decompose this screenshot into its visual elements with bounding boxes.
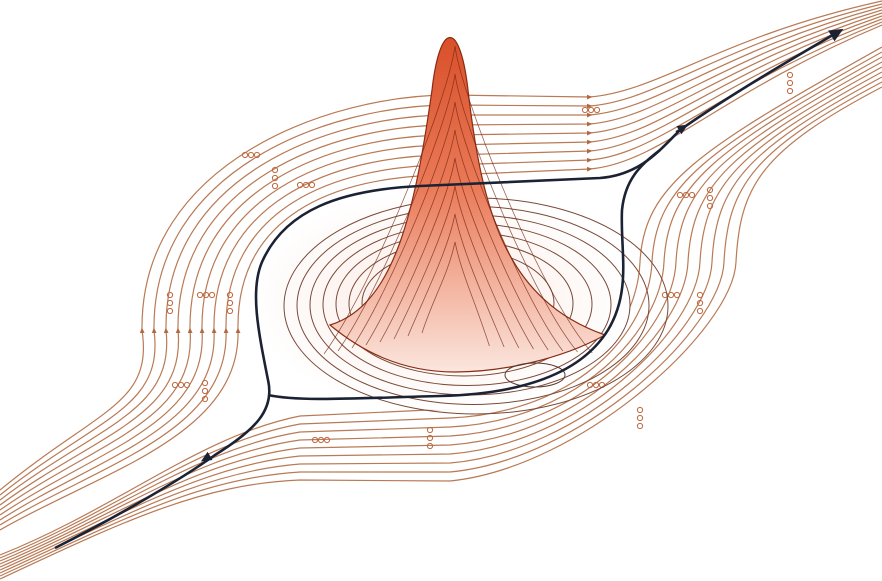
flow-arrow [172, 382, 177, 387]
flow-arrow [594, 107, 599, 112]
flow-arrow [202, 380, 207, 385]
flow-arrow [677, 192, 682, 197]
flow-arrow [178, 382, 183, 387]
flow-arrow [167, 308, 172, 313]
flow-arrow [167, 300, 172, 305]
flow-arrow [227, 308, 232, 313]
flow-illustration [0, 0, 882, 581]
flow-arrow [309, 182, 314, 187]
flow-arrow [674, 292, 679, 297]
flow-arrow [582, 107, 587, 112]
flow-arrow [248, 152, 253, 157]
flow-arrow [272, 183, 277, 188]
flow-arrow [209, 292, 214, 297]
flow-arrow [588, 107, 593, 112]
flow-arrow [668, 292, 673, 297]
flow-arrow [197, 292, 202, 297]
flow-arrow [637, 415, 642, 420]
flow-arrow [689, 192, 694, 197]
flow-arrow [787, 88, 792, 93]
page: (() => { const data = JSON.parse(documen… [0, 0, 882, 581]
flow-arrow [227, 300, 232, 305]
flow-arrow [707, 195, 712, 200]
flow-arrow [787, 72, 792, 77]
flow-arrow [324, 437, 329, 442]
flow-arrow [202, 388, 207, 393]
flow-arrow [637, 423, 642, 428]
flow-arrow [697, 292, 702, 297]
flow-arrow [697, 308, 702, 313]
flow-arrow [637, 407, 642, 412]
flow-arrow [787, 80, 792, 85]
